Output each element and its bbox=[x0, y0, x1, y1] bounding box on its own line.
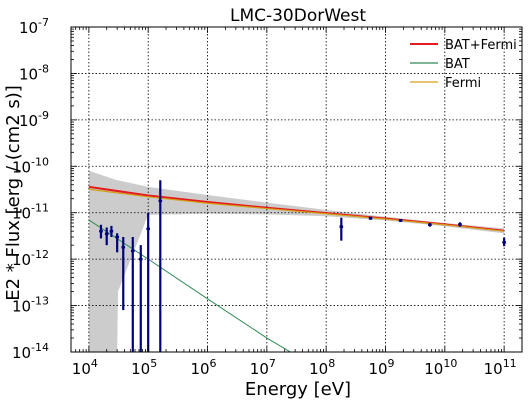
data-point-marker bbox=[99, 229, 103, 233]
y-tick-label: 10-14 bbox=[12, 341, 49, 362]
y-tick-label: 10-7 bbox=[19, 16, 49, 37]
data-point-marker bbox=[104, 232, 109, 236]
x-tick-label: 107 bbox=[250, 357, 276, 378]
series-line-fermi bbox=[88, 188, 505, 232]
uncertainty-band bbox=[88, 170, 505, 352]
y-tick-label: 10-12 bbox=[12, 248, 49, 269]
plot-clip-group bbox=[71, 27, 522, 352]
x-tick-label: 104 bbox=[72, 357, 98, 378]
axes-frame bbox=[70, 26, 523, 353]
y-tick-label: 10-9 bbox=[19, 109, 49, 130]
data-point-marker bbox=[339, 225, 344, 228]
x-tick-label: 105 bbox=[131, 357, 157, 378]
data-point-marker bbox=[398, 219, 403, 222]
data-point-marker bbox=[458, 223, 462, 226]
data-point-marker bbox=[109, 229, 114, 233]
data-point-marker bbox=[130, 249, 135, 253]
data-point-marker bbox=[121, 246, 126, 249]
y-tick-label: 10-11 bbox=[12, 202, 49, 223]
y-tick-label: 10-8 bbox=[19, 62, 49, 83]
data-point-marker bbox=[138, 257, 143, 261]
x-tick-label: 1010 bbox=[424, 357, 457, 378]
x-tick-label: 1011 bbox=[484, 357, 517, 378]
data-point-marker bbox=[158, 199, 163, 203]
data-point-marker bbox=[146, 227, 150, 231]
x-tick-label: 106 bbox=[190, 357, 216, 378]
x-tick-label: 108 bbox=[309, 357, 335, 378]
data-point-marker bbox=[502, 241, 506, 244]
y-tick-label: 10-10 bbox=[12, 155, 49, 176]
legend-label-0: BAT+Fermi bbox=[445, 38, 517, 53]
data-point-marker bbox=[428, 223, 432, 226]
y-axis-label: E2 * Flux [erg / (cm2 s)] bbox=[3, 85, 24, 301]
legend-label-1: BAT bbox=[445, 57, 470, 72]
data-point-marker bbox=[368, 217, 373, 220]
series-line-bat bbox=[88, 219, 291, 352]
data-point-marker bbox=[115, 235, 119, 239]
y-tick-label: 10-13 bbox=[12, 295, 49, 316]
legend-label-2: Fermi bbox=[445, 76, 481, 91]
x-axis-label: Energy [eV] bbox=[245, 379, 351, 400]
x-tick-label: 109 bbox=[368, 357, 394, 378]
chart-title: LMC-30DorWest bbox=[230, 6, 366, 26]
plot-area: 104 105 106 107 108 109 1010 1011 10-14 10-13 10-1… bbox=[12, 16, 523, 378]
